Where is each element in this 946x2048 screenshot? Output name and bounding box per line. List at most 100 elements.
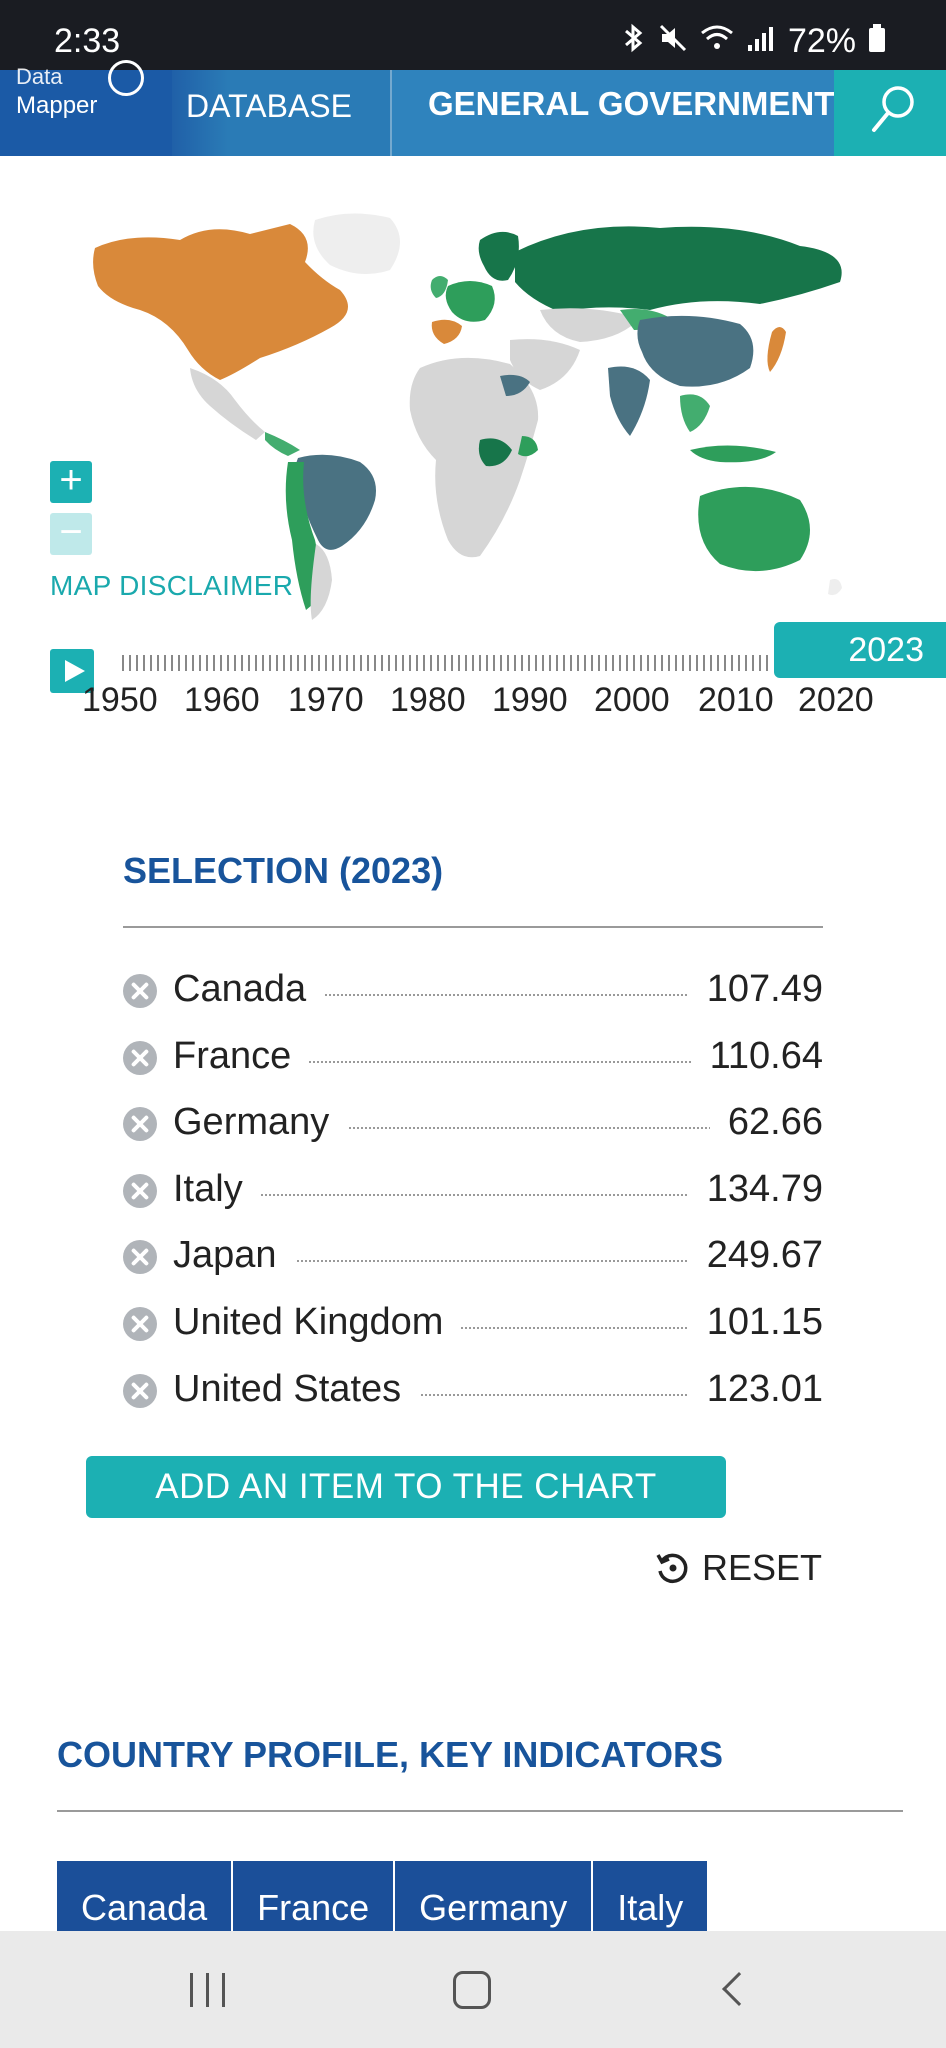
map-region-central-america-green — [265, 432, 300, 456]
country-name: Italy — [173, 1167, 261, 1211]
map-region-brazil — [295, 454, 376, 550]
selection-row: Canada 107.49 — [123, 960, 823, 1027]
selection-row: France 110.64 — [123, 1027, 823, 1094]
wifi-icon — [700, 23, 734, 61]
country-value: 123.01 — [688, 1367, 823, 1411]
timeline-label: 1970 — [288, 681, 364, 719]
remove-icon[interactable] — [123, 1173, 157, 1208]
nav-fade — [172, 70, 228, 156]
map-region-russia — [515, 226, 842, 312]
map-region-china — [637, 315, 754, 387]
play-button[interactable] — [50, 649, 94, 693]
recent-apps-icon[interactable] — [190, 1973, 228, 2007]
country-tab[interactable]: Germany — [395, 1861, 594, 1931]
map-region-uk — [430, 276, 448, 298]
country-tab[interactable]: France — [233, 1861, 396, 1931]
timeline-label: 1980 — [390, 681, 466, 719]
dotted-leader — [173, 1060, 823, 1063]
divider — [57, 1810, 903, 1812]
map-region-iberia — [431, 319, 462, 344]
map-region-greenland — [313, 213, 400, 274]
selection-list: Canada 107.49 France 110.64 Germany 62.6… — [123, 960, 823, 1426]
brand-circle-icon — [108, 60, 144, 96]
world-map[interactable] — [60, 200, 890, 640]
country-value: 249.67 — [688, 1234, 823, 1278]
selection-row: United States 123.01 — [123, 1360, 823, 1427]
brand-logo-link[interactable]: Data Mapper — [0, 60, 172, 156]
timeline-label: 2010 — [698, 681, 774, 719]
map-region-africa-egypt — [500, 374, 530, 396]
zoom-in-button[interactable]: + — [50, 460, 92, 503]
add-item-button[interactable]: ADD AN ITEM TO THE CHART — [86, 1456, 726, 1518]
remove-icon[interactable] — [123, 1040, 157, 1075]
map-region-scandinavia — [478, 231, 519, 281]
app-navigation: Data Mapper DATABASE GENERAL GOVERNMENT — [0, 60, 946, 156]
battery-percent: 72% — [787, 22, 856, 60]
map-region-africa — [409, 357, 539, 558]
map-region-africa-west-green — [478, 438, 512, 467]
map-region-central-america — [190, 368, 265, 440]
timeline-label: 1990 — [492, 681, 568, 719]
country-name: Japan — [173, 1234, 295, 1278]
divider — [123, 926, 823, 928]
dotted-leader — [173, 1393, 823, 1396]
nav-tab-database[interactable]: DATABASE — [186, 70, 392, 156]
selection-row: Japan 249.67 — [123, 1226, 823, 1293]
map-disclaimer-link[interactable]: MAP DISCLAIMER — [50, 570, 294, 601]
country-tab[interactable]: Canada — [57, 1861, 234, 1931]
country-name: Germany — [173, 1101, 348, 1145]
map-region-new-zealand — [828, 579, 842, 596]
map-region-se-asia — [680, 394, 710, 432]
selection-row: Italy 134.79 — [123, 1160, 823, 1227]
brand-name-line2: Mapper — [16, 92, 98, 119]
map-region-north-america — [93, 224, 348, 380]
reset-label: RESET — [701, 1547, 822, 1588]
map-region-argentina — [310, 544, 332, 620]
country-value: 110.64 — [691, 1034, 823, 1078]
selected-year-handle[interactable]: 2023 — [774, 622, 946, 678]
remove-icon[interactable] — [123, 1107, 157, 1142]
back-icon[interactable] — [722, 1972, 756, 2006]
country-tabs: Canada France Germany Italy — [57, 1861, 710, 1931]
remove-icon[interactable] — [123, 1373, 157, 1408]
status-time: 2:33 — [54, 22, 121, 60]
timeline-label: 2020 — [798, 681, 874, 719]
remove-icon[interactable] — [123, 1240, 157, 1275]
dotted-leader — [173, 1260, 823, 1263]
country-tab[interactable]: Italy — [593, 1861, 710, 1931]
country-profile-title: COUNTRY PROFILE, KEY INDICATORS — [57, 1734, 724, 1775]
reset-icon — [656, 1553, 688, 1584]
country-name: United States — [173, 1367, 420, 1411]
map-region-europe-west — [445, 281, 495, 322]
country-value: 107.49 — [688, 968, 823, 1011]
selection-row: Germany 62.66 — [123, 1093, 823, 1160]
selection-row: United Kingdom 101.15 — [123, 1293, 823, 1360]
remove-icon[interactable] — [123, 974, 157, 1008]
home-icon[interactable] — [453, 1971, 491, 2009]
remove-icon[interactable] — [123, 1306, 157, 1341]
selection-title: SELECTION (2023) — [123, 850, 444, 891]
zoom-out-button[interactable]: − — [50, 512, 92, 555]
reset-button[interactable]: RESET — [654, 1545, 822, 1591]
system-navigation-bar — [0, 1931, 946, 2048]
dotted-leader — [173, 994, 823, 996]
status-bar: 2:33 72% — [0, 0, 946, 70]
country-value: 62.66 — [709, 1101, 823, 1145]
timeline-year-labels: 1950 1960 1970 1980 1990 2000 2010 2020 — [60, 681, 900, 721]
battery-icon — [868, 23, 886, 61]
map-region-japan — [767, 327, 786, 372]
country-value: 101.15 — [688, 1300, 823, 1344]
nav-tab-general-government[interactable]: GENERAL GOVERNMENT — [392, 70, 834, 156]
map-region-australia — [698, 486, 810, 572]
search-icon — [872, 86, 914, 132]
dotted-leader — [173, 1193, 823, 1196]
country-name: United Kingdom — [173, 1300, 462, 1344]
search-button[interactable] — [834, 70, 946, 156]
map-region-africa-east-green — [518, 436, 538, 457]
bluetooth-icon — [622, 23, 646, 61]
timeline-label: 1950 — [82, 681, 158, 719]
map-region-middle-east — [510, 339, 580, 390]
timeline-slider[interactable] — [122, 655, 772, 671]
country-value: 134.79 — [688, 1167, 823, 1211]
status-icons: 72% — [622, 22, 886, 61]
